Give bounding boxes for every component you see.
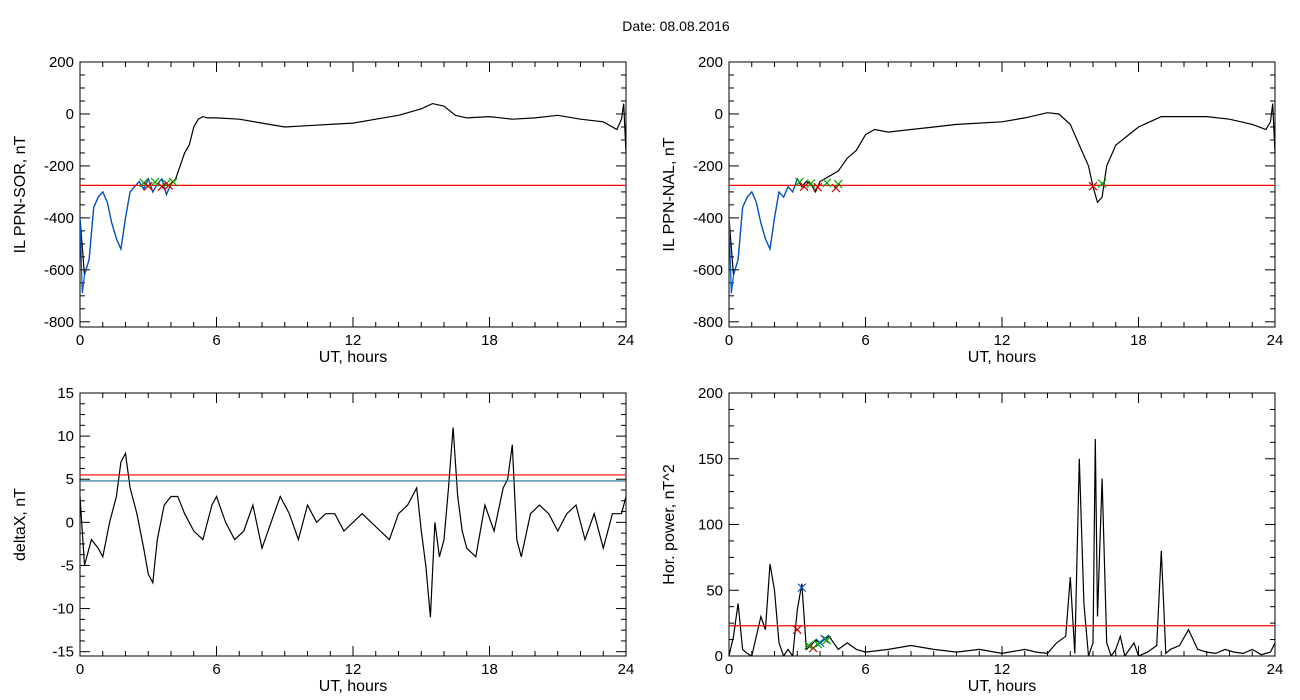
x-tick-label: 12 [345, 332, 362, 349]
y-tick-label: -800 [44, 314, 74, 331]
plot-data [729, 103, 1275, 294]
marker-x [813, 639, 823, 649]
x-tick-label: 12 [994, 332, 1011, 349]
y-tick-label: 50 [706, 582, 723, 599]
marker-x [799, 182, 809, 192]
x-tick-label: 24 [618, 661, 635, 678]
x-tick-label: 0 [725, 661, 733, 678]
x-tick-label: 6 [861, 332, 869, 349]
x-axis-label: UT, hours [319, 678, 387, 695]
y-axis-label: IL PPN-SOR, nT [12, 135, 29, 253]
series-line-1 [729, 438, 1275, 656]
series-line-1 [80, 102, 626, 276]
marker-x [813, 182, 823, 192]
chart-panel-1: 0 6 12 18 24 -800 -600 -400 -200 0 200 UT, hours IL … [12, 54, 634, 366]
x-tick-label: 0 [76, 661, 84, 678]
y-tick-label: -800 [693, 314, 723, 331]
chart-panel-4: 0 6 12 18 24 0 50 100 150 200 UT, hours Hor. power,… [661, 385, 1283, 695]
y-axis-label: Hor. power, nT^2 [661, 464, 678, 585]
y-tick-label: 0 [66, 514, 74, 531]
marker-x [831, 183, 841, 193]
marker-x [806, 179, 816, 189]
x-tick-label: 18 [481, 332, 498, 349]
series-line-1 [80, 427, 626, 618]
plot-frame [728, 61, 1276, 328]
y-tick-label: -600 [693, 262, 723, 279]
marker-x [820, 634, 829, 644]
marker-x [1088, 181, 1098, 191]
marker-x [164, 180, 174, 190]
y-tick-label: 0 [715, 106, 723, 123]
y-tick-label: 10 [57, 428, 74, 445]
x-tick-label: 24 [618, 332, 635, 349]
plot-data [80, 102, 626, 294]
x-tick-label: 12 [345, 661, 362, 678]
y-tick-label: -600 [44, 262, 74, 279]
x-tick-label: 0 [725, 332, 733, 349]
marker-x [804, 641, 814, 650]
marker-x [143, 181, 153, 191]
page-title: Date: 08.08.2016 [622, 18, 730, 34]
plot-frame [79, 392, 627, 657]
series-line-2 [729, 178, 798, 294]
marker-x [822, 178, 832, 188]
plot-frame [79, 61, 627, 328]
y-tick-label: 200 [49, 54, 74, 71]
marker-x [792, 625, 802, 635]
series-line-2 [80, 177, 172, 294]
x-tick-label: 18 [1130, 661, 1147, 678]
x-axis-label: UT, hours [319, 349, 387, 366]
y-tick-label: -200 [693, 158, 723, 175]
y-tick-label: 200 [698, 385, 723, 402]
marker-x [157, 182, 167, 192]
x-tick-label: 18 [481, 661, 498, 678]
x-tick-label: 18 [1130, 332, 1147, 349]
marker-x [822, 635, 832, 645]
x-tick-label: 24 [1267, 661, 1284, 678]
y-tick-label: 5 [66, 471, 74, 488]
y-tick-label: 0 [66, 106, 74, 123]
x-tick-label: 6 [212, 661, 220, 678]
y-tick-label: -200 [44, 158, 74, 175]
plot-frame [728, 392, 1276, 657]
series-line-1 [729, 103, 1275, 276]
x-axis-label: UT, hours [968, 349, 1036, 366]
y-tick-label: 150 [698, 451, 723, 468]
marker-x [797, 583, 807, 593]
x-tick-label: 6 [212, 332, 220, 349]
y-tick-label: -15 [52, 644, 74, 661]
y-tick-label: -5 [61, 557, 74, 574]
y-tick-label: 200 [698, 54, 723, 71]
y-tick-label: -400 [44, 210, 74, 227]
y-axis-label: deltaX, nT [12, 488, 29, 561]
y-tick-label: 0 [715, 648, 723, 665]
y-tick-label: -400 [693, 210, 723, 227]
y-axis-label: IL PPN-NAL, nT [661, 137, 678, 251]
marker-x [150, 177, 160, 187]
x-tick-label: 6 [861, 661, 869, 678]
marker-x [1097, 179, 1107, 189]
x-tick-label: 0 [76, 332, 84, 349]
y-tick-label: 100 [698, 517, 723, 534]
plot-data [80, 427, 626, 618]
plot-data [729, 438, 1275, 656]
x-tick-label: 24 [1267, 332, 1284, 349]
marker-x [168, 177, 178, 187]
y-tick-label: 15 [57, 385, 74, 402]
marker-x [139, 178, 149, 188]
y-tick-label: -10 [52, 601, 74, 618]
x-axis-label: UT, hours [968, 678, 1036, 695]
chart-panel-3: 0 6 12 18 24 -15 -10 -5 0 5 10 15 UT, hours deltaX, n… [12, 385, 634, 695]
x-tick-label: 12 [994, 661, 1011, 678]
chart-panel-2: 0 6 12 18 24 -800 -600 -400 -200 0 200 UT, hours IL … [661, 54, 1283, 366]
